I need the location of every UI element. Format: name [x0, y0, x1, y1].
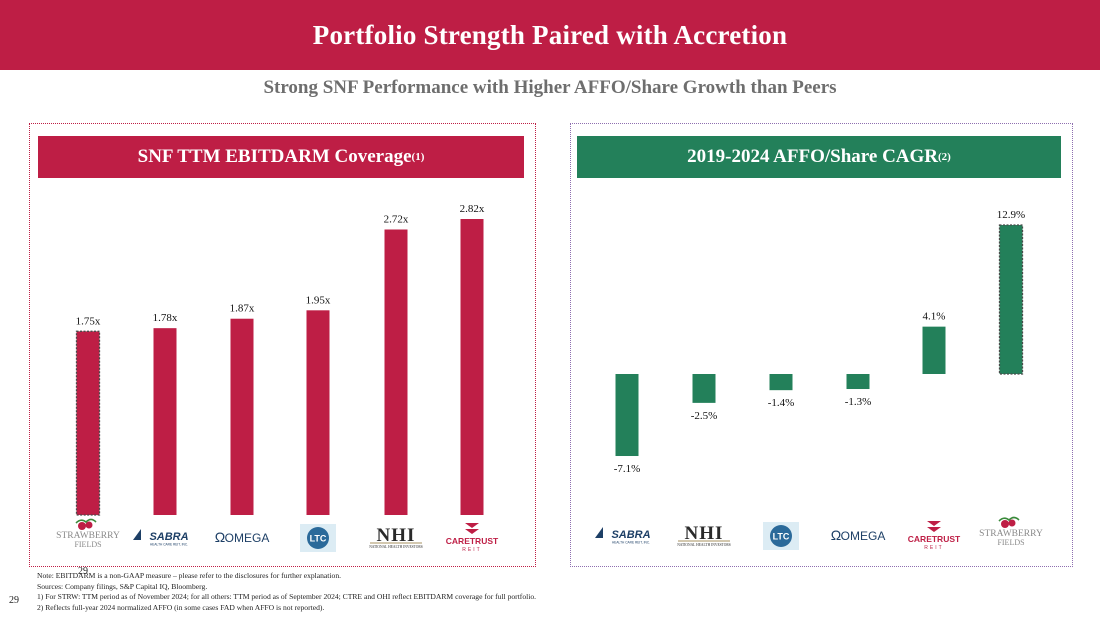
coverage-panel: SNF TTM EBITDARM Coverage (1): [29, 123, 536, 567]
cagr-panel-header: 2019-2024 AFFO/Share CAGR (2): [577, 136, 1061, 178]
sabra-logo-tag: HEALTH CARE REIT, INC.: [612, 541, 650, 545]
coverage-footnote-ref: (1): [411, 151, 425, 163]
title-bar: Portfolio Strength Paired with Accretion: [0, 0, 1100, 70]
coverage-company-logo: Ω OMEGA: [215, 529, 270, 545]
coverage-company-logo: LTC: [300, 524, 336, 552]
nhi-logo-name: NHI: [377, 525, 416, 546]
ltc-logo-name: LTC: [310, 534, 327, 544]
omega-logo-name: OMEGA: [841, 529, 886, 543]
strawberry-fruit-icon: [85, 521, 93, 529]
footnote-2: 2) Reflects full-year 2024 normalized AF…: [37, 602, 325, 612]
coverage-bar: [153, 328, 177, 515]
page-number: 29: [9, 595, 19, 606]
nhi-logo-name: NHI: [685, 523, 724, 544]
ltc-logo-name: LTC: [773, 532, 790, 542]
footnote-sources: Sources: Company filings, S&P Capital IQ…: [37, 581, 208, 591]
coverage-panel-title: SNF TTM EBITDARM Coverage: [137, 146, 412, 167]
coverage-panel-header: SNF TTM EBITDARM Coverage (1): [38, 136, 524, 178]
cagr-value-label: 12.9%: [997, 209, 1025, 221]
slide-title: Portfolio Strength Paired with Accretion: [312, 19, 788, 50]
caretrust-logo-name: CARETRUST: [446, 536, 499, 546]
omega-logo-name: OMEGA: [225, 531, 270, 545]
cagr-panel: 2019-2024 AFFO/Share CAGR (2): [570, 123, 1073, 567]
slide-subtitle: Strong SNF Performance with Higher AFFO/…: [263, 77, 837, 98]
footnotes: Note: EBITDARM is a non-GAAP measure – p…: [37, 571, 817, 613]
sabra-logo-name: SABRA: [611, 529, 650, 541]
caretrust-logo-tag: REIT: [924, 545, 943, 551]
coverage-bar: [230, 318, 254, 515]
coverage-bar: [306, 310, 330, 515]
coverage-value-label: 2.82x: [460, 203, 485, 215]
cagr-company-logo: LTC: [763, 522, 799, 550]
cagr-bar: [615, 374, 639, 457]
caretrust-logo-name: CARETRUST: [908, 534, 961, 544]
cagr-panel-title: 2019-2024 AFFO/Share CAGR: [687, 146, 939, 167]
cagr-company-logo: Ω OMEGA: [831, 527, 886, 543]
sabra-logo-name: SABRA: [149, 531, 188, 543]
strawberry-logo-line1: STRAWBERRY: [979, 529, 1043, 539]
omega-symbol-icon: Ω: [215, 529, 225, 545]
sabra-sail-icon: [133, 529, 141, 540]
cagr-bar: [692, 374, 716, 403]
ghost-page-number: 29: [78, 566, 88, 577]
sabra-sail-icon: [595, 527, 603, 538]
strawberry-fruit-icon: [1008, 519, 1016, 527]
cagr-value-label: -1.3%: [845, 396, 872, 408]
cagr-footnote-ref: (2): [938, 151, 951, 163]
strawberry-logo-line2: FIELDS: [74, 540, 101, 549]
coverage-value-label: 1.75x: [76, 315, 101, 327]
cagr-value-label: 4.1%: [923, 311, 946, 323]
footnote-note: Note: EBITDARM is a non-GAAP measure – p…: [37, 571, 342, 580]
cagr-value-label: -1.4%: [768, 397, 795, 409]
coverage-value-label: 2.72x: [384, 213, 409, 225]
nhi-logo-tag: NATIONAL HEALTH INVESTORS: [677, 543, 731, 547]
strawberry-leaf-icon: [998, 516, 1020, 522]
omega-symbol-icon: Ω: [831, 527, 841, 543]
cagr-value-label: -2.5%: [691, 410, 718, 422]
cagr-bar: [922, 326, 946, 374]
coverage-bar: [384, 229, 408, 515]
coverage-value-label: 1.95x: [306, 294, 331, 306]
strawberry-leaf-icon: [75, 518, 97, 524]
caretrust-logo-tag: REIT: [462, 547, 481, 553]
coverage-bar: [75, 330, 101, 516]
caretrust-chevron-icon: [927, 521, 941, 532]
cagr-bar: [769, 374, 793, 391]
footnote-1: 1) For STRW: TTM period as of November 2…: [37, 592, 537, 601]
coverage-bar: [460, 219, 484, 515]
cagr-bar: [846, 374, 870, 390]
strawberry-logo-line1: STRAWBERRY: [56, 531, 120, 541]
cagr-value-label: -7.1%: [614, 463, 641, 475]
cagr-bar: [998, 224, 1024, 375]
strawberry-fruit-icon: [78, 522, 86, 530]
ltc-circle-icon: [307, 527, 329, 549]
sabra-logo-tag: HEALTH CARE REIT, INC.: [150, 543, 188, 547]
nhi-logo-tag: NATIONAL HEALTH INVESTORS: [369, 545, 423, 549]
coverage-value-label: 1.78x: [153, 312, 178, 324]
coverage-value-label: 1.87x: [230, 303, 255, 315]
strawberry-logo-line2: FIELDS: [997, 538, 1024, 547]
caretrust-chevron-icon: [465, 523, 479, 534]
strawberry-fruit-icon: [1001, 520, 1009, 528]
ltc-circle-icon: [770, 525, 792, 547]
